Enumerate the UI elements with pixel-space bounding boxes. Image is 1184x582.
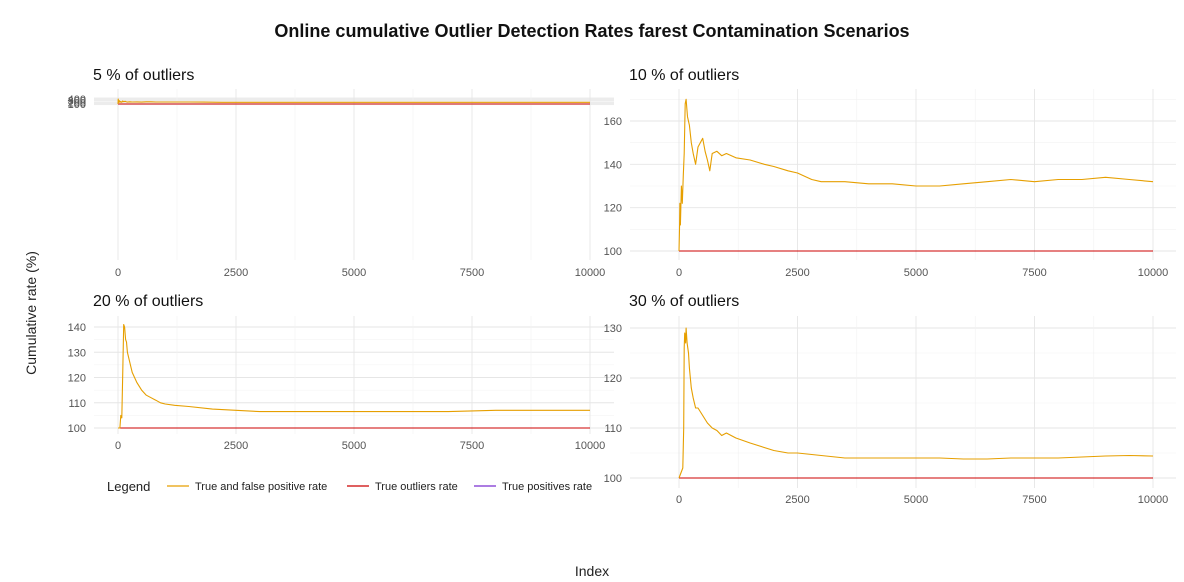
y-axis-title: Cumulative rate (%)	[23, 251, 39, 375]
y-tick-label: 120	[604, 373, 622, 385]
y-tick-label: 120	[604, 203, 622, 215]
series-line-true-and-false-positive-rate	[117, 98, 590, 105]
y-tick-label: 130	[604, 323, 622, 335]
x-tick-label: 10000	[575, 267, 606, 279]
x-tick-label: 2500	[224, 440, 248, 452]
x-tick-label: 10000	[1138, 494, 1169, 506]
x-tick-label: 0	[115, 267, 121, 279]
y-tick-label: 110	[68, 398, 86, 410]
y-tick-label: 140	[604, 159, 622, 171]
y-tick-label: 160	[604, 116, 622, 128]
x-tick-label: 10000	[575, 440, 606, 452]
x-tick-label: 0	[115, 440, 121, 452]
y-tick-label: 200	[68, 97, 86, 109]
series-line-true-and-false-positive-rate	[678, 98, 1154, 252]
x-tick-label: 7500	[460, 440, 484, 452]
y-tick-label: 100	[604, 246, 622, 258]
legend: Legend True and false positive rate True…	[107, 479, 592, 494]
x-tick-label: 5000	[342, 440, 366, 452]
y-tick-label: 100	[604, 473, 622, 485]
x-tick-label: 2500	[785, 267, 809, 279]
x-tick-label: 10000	[1138, 267, 1169, 279]
x-tick-label: 5000	[904, 494, 928, 506]
x-tick-label: 5000	[342, 267, 366, 279]
y-tick-label: 100	[68, 99, 86, 111]
x-tick-label: 7500	[1022, 267, 1046, 279]
y-tick-label: 120	[68, 373, 86, 385]
y-tick-label: 100	[68, 423, 86, 435]
facet-panel-10-percent: 10 % of outliers 100 120 140 160 0 2500 5000 750…	[604, 67, 1176, 279]
legend-item-1: True outliers rate	[347, 481, 458, 493]
x-tick-label: 5000	[904, 267, 928, 279]
legend-label-1: True outliers rate	[375, 481, 458, 493]
chart-title: Online cumulative Outlier Detection Rate…	[274, 21, 909, 41]
x-tick-label: 0	[676, 494, 682, 506]
legend-title: Legend	[107, 479, 150, 494]
legend-item-2: True positives rate	[474, 481, 592, 493]
series-line-true-and-false-positive-rate	[678, 327, 1154, 479]
x-tick-label: 2500	[224, 267, 248, 279]
legend-label-2: True positives rate	[502, 481, 592, 493]
legend-item-0: True and false positive rate	[167, 481, 327, 493]
facet-panel-30-percent: 30 % of outliers 100 110 120 130 0 2500 5000 750…	[604, 293, 1176, 506]
x-axis-title: Index	[575, 563, 609, 579]
y-tick-label: 140	[68, 322, 86, 334]
facet-panel-20-percent: 20 % of outliers 100 110 120 130 140 0 2500 5000…	[68, 293, 614, 452]
panel-title: 10 % of outliers	[629, 67, 739, 84]
panel-title: 20 % of outliers	[93, 293, 203, 310]
x-tick-label: 0	[676, 267, 682, 279]
y-tick-label: 400	[68, 94, 86, 106]
x-tick-label: 7500	[1022, 494, 1046, 506]
y-tick-label: 130	[68, 347, 86, 359]
series-line-true-and-false-positive-rate	[118, 323, 590, 429]
y-tick-label: 300	[68, 96, 86, 108]
y-tick-label: 110	[604, 423, 622, 435]
x-tick-label: 7500	[460, 267, 484, 279]
panel-title: 5 % of outliers	[93, 67, 194, 84]
x-tick-label: 2500	[785, 494, 809, 506]
panel-title: 30 % of outliers	[629, 293, 739, 310]
legend-label-0: True and false positive rate	[195, 481, 327, 493]
